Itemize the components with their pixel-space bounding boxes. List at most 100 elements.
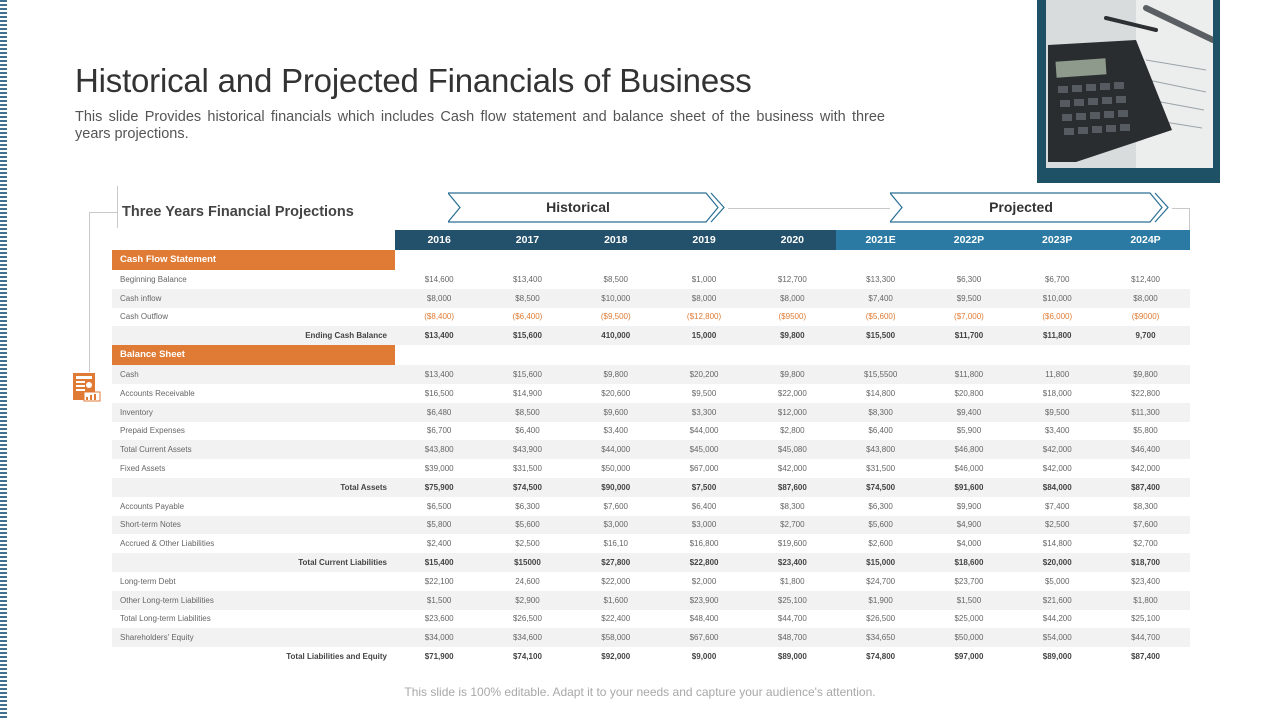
table-cell: $26,500 [512, 614, 542, 624]
table-cell: $26,500 [866, 614, 896, 624]
table-cell: $11,700 [954, 331, 984, 341]
year-header: 2019 [659, 230, 749, 250]
table-cell: $42,000 [1131, 464, 1160, 474]
balance-sheet-rows: Cash $13,400 $15,600 $9,800 $20,200 $9,800 $15… [112, 365, 1190, 666]
table-cell: $22,800 [1131, 388, 1160, 398]
table-cell: ($9500) [778, 312, 807, 322]
table-cell: $46,400 [1131, 445, 1160, 455]
historical-arrow-shape [448, 192, 725, 223]
row-label: Accrued & Other Liabilities [120, 539, 215, 549]
table-cell: $11,800 [954, 370, 984, 380]
table-cell: $45,080 [777, 445, 807, 455]
table-cell: $42,000 [1042, 445, 1072, 455]
table-cell: $22,000 [601, 576, 631, 586]
table-cell: $22,800 [689, 558, 719, 568]
table-cell: $12,400 [1131, 274, 1160, 284]
year-header: 2016 [395, 230, 484, 250]
row-label: Accounts Payable [120, 501, 185, 511]
row-label: Long-term Debt [120, 576, 176, 586]
table-cell: $5,900 [956, 426, 982, 436]
table-cell: $6,300 [956, 274, 982, 284]
table-cell: $4,000 [956, 539, 982, 549]
year-header: 2021E [836, 230, 925, 250]
bracket-line-vertical-left [89, 212, 90, 372]
table-cell: 410,000 [601, 331, 631, 341]
table-cell: $2,700 [1133, 539, 1158, 549]
table-cell: $10,000 [601, 293, 631, 303]
table-cell: $8,000 [780, 293, 805, 303]
row-label: Cash inflow [120, 293, 162, 303]
table-cell: $45,000 [689, 445, 719, 455]
table-cell: $15,000 [866, 558, 896, 568]
table-cell: $2,500 [1044, 520, 1070, 530]
projected-banner: Projected [890, 192, 1172, 223]
table-cell: $34,000 [424, 633, 454, 643]
table-cell: $44,200 [1042, 614, 1072, 624]
left-decorative-strip [0, 0, 7, 720]
table-cell: ($6,400) [512, 312, 543, 322]
table-cell: 11,800 [1045, 370, 1070, 380]
table-cell: $13,300 [866, 274, 896, 284]
table-cell: $8,300 [780, 501, 805, 511]
table-row: Total Long-term Liabilities $23,600 $26,50… [112, 610, 1190, 629]
table-row: Short-term Notes $5,800 $5,600 $3,000 $3,000… [112, 515, 1190, 535]
row-label: Total Liabilities and Equity [286, 652, 387, 662]
table-cell: $12,000 [777, 407, 807, 417]
table-row: Accrued & Other Liabilities $2,400 $2,500 $… [112, 534, 1190, 553]
table-cell: $7,400 [1044, 501, 1070, 511]
table-cell: $1,800 [780, 576, 805, 586]
table-cell: $44,700 [1131, 633, 1160, 643]
year-header-row: 2016 2017 2018 2019 2020 2021E 2022P 202… [112, 230, 1190, 250]
table-cell: $13,400 [424, 370, 454, 380]
table-cell: $20,200 [689, 370, 719, 380]
table-cell: $46,800 [954, 445, 984, 455]
year-header: 2022P [924, 230, 1014, 250]
row-label: Fixed Assets [120, 464, 166, 474]
table-cell: $1,600 [603, 595, 628, 605]
table-cell: ($7,000) [954, 312, 984, 322]
table-cell: $67,600 [689, 633, 719, 643]
table-cell: $9,900 [956, 501, 982, 511]
table-cell: $2,600 [868, 539, 893, 549]
table-cell: $2,000 [691, 576, 717, 586]
table-cell: $74,800 [866, 652, 896, 662]
table-cell: $12,700 [777, 274, 807, 284]
table-cell: $15,600 [512, 331, 542, 341]
calculator-pen-photo-icon [1046, 0, 1213, 168]
table-cell: $5,600 [515, 520, 540, 530]
table-cell: $2,500 [515, 539, 540, 549]
table-cell: $20,600 [601, 388, 631, 398]
table-cell: $43,800 [424, 445, 454, 455]
table-cell: $87,400 [1131, 482, 1160, 492]
row-label: Beginning Balance [120, 274, 187, 284]
table-cell: $14,800 [1042, 539, 1072, 549]
year-header: 2017 [483, 230, 572, 250]
table-cell: $9,500 [956, 293, 982, 303]
banner-connector-line [728, 208, 890, 209]
banner-connector-line-right [1172, 208, 1190, 209]
table-cell: $6,300 [515, 501, 540, 511]
table-cell: $5,600 [868, 520, 893, 530]
table-cell: $50,000 [601, 464, 631, 474]
table-cell: $97,000 [954, 652, 984, 662]
table-cell: $7,600 [603, 501, 628, 511]
table-cell: $84,000 [1042, 482, 1072, 492]
table-cell: $3,400 [603, 426, 628, 436]
table-cell: $20,800 [954, 388, 984, 398]
table-cell: $6,700 [426, 426, 452, 436]
table-row: Total Current Assets $43,800 $43,900 $44,00… [112, 440, 1190, 460]
table-cell: $3,400 [1044, 426, 1070, 436]
row-label: Cash Outflow [120, 312, 169, 322]
table-cell: $23,700 [954, 576, 984, 586]
table-cell: 15,000 [691, 331, 717, 341]
table-cell: $9,800 [1133, 370, 1158, 380]
table-cell: $92,000 [601, 652, 631, 662]
table-cell: $46,000 [954, 464, 984, 474]
table-total-row: Total Assets $75,900 $74,500 $90,000 $7,500 $… [112, 477, 1190, 497]
table-cell: $11,300 [1131, 407, 1160, 417]
table-cell: $8,500 [515, 293, 540, 303]
table-cell: $8,000 [691, 293, 717, 303]
table-cell: $3,300 [691, 407, 717, 417]
year-header: 2023P [1013, 230, 1102, 250]
projected-banner-label: Projected [989, 199, 1053, 215]
